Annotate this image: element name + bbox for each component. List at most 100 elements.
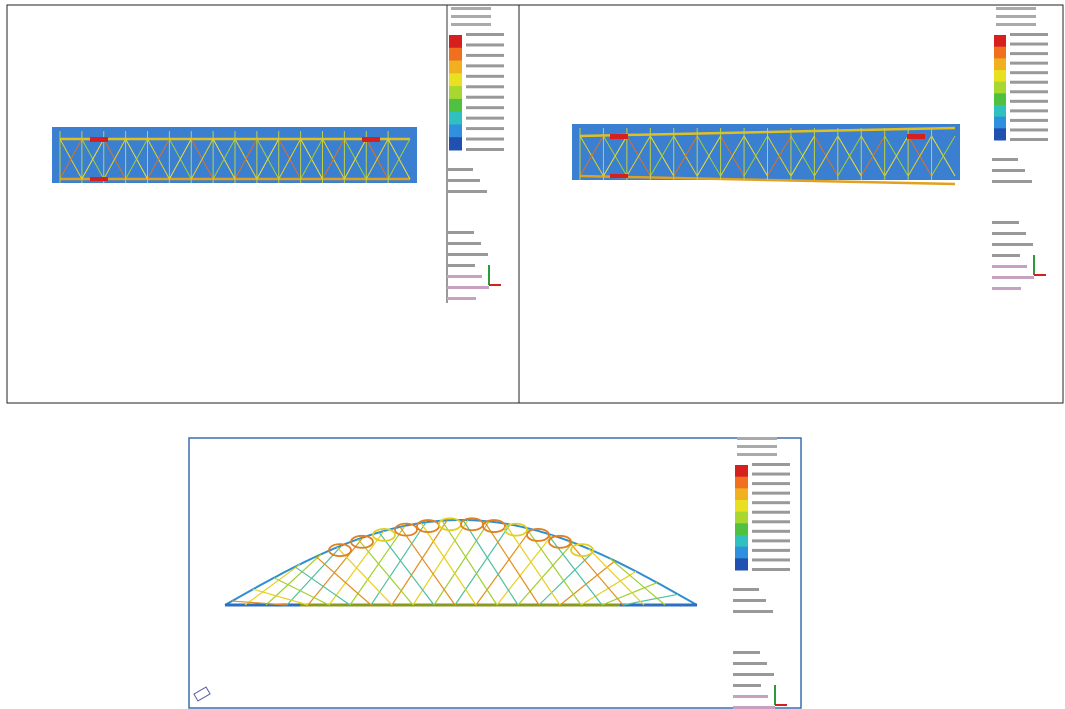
info-text-blur — [992, 243, 1033, 246]
legend-text-blur — [752, 463, 790, 466]
info-text-blur — [992, 158, 1018, 161]
screenshot — [0, 0, 1065, 709]
info-text-blur — [447, 297, 476, 300]
colorbar-step — [994, 117, 1006, 129]
legend-text-blur — [752, 520, 790, 523]
colorbar-step — [735, 465, 748, 477]
legend-header-blur — [451, 7, 491, 10]
info-text-blur — [992, 221, 1019, 224]
legend-text-blur — [752, 558, 790, 561]
legend-header-blur — [996, 23, 1036, 26]
legend-text-blur — [466, 75, 504, 78]
hot-zone — [90, 177, 108, 181]
info-text-blur — [992, 180, 1032, 183]
legend-text-blur — [466, 96, 504, 99]
hot-zone — [907, 134, 925, 139]
legend-header-blur — [451, 15, 491, 18]
legend-text-blur — [466, 127, 504, 130]
colorbar-step — [994, 58, 1006, 70]
info-text-blur — [447, 264, 475, 267]
info-text-blur — [733, 651, 760, 654]
colorbar-step — [735, 488, 748, 500]
colorbar-step — [449, 61, 462, 74]
legend-text-blur — [466, 64, 504, 67]
info-text-blur — [447, 242, 481, 245]
legend-text-blur — [466, 138, 504, 141]
legend-text-blur — [1010, 100, 1048, 103]
legend-text-blur — [466, 106, 504, 109]
info-text-blur — [447, 253, 488, 256]
colorbar-step — [449, 99, 462, 112]
legend-text-blur — [466, 43, 504, 46]
legend-text-blur — [1010, 81, 1048, 84]
colorbar-step — [994, 93, 1006, 105]
info-text-blur — [733, 695, 768, 698]
legend-text-blur — [1010, 138, 1048, 141]
colorbar-step — [994, 82, 1006, 94]
legend-text-blur — [752, 511, 790, 514]
info-text-blur — [733, 610, 773, 613]
legend-text-blur — [1010, 128, 1048, 131]
legend-header-blur — [737, 437, 777, 440]
info-text-blur — [733, 673, 774, 676]
legend-text-blur — [466, 54, 504, 57]
legend-text-blur — [1010, 43, 1048, 46]
colorbar-step — [994, 105, 1006, 117]
colorbar-step — [994, 35, 1006, 47]
colorbar-step — [735, 512, 748, 524]
info-text-blur — [447, 286, 489, 289]
legend-header-blur — [737, 453, 777, 456]
hot-zone — [362, 137, 380, 142]
legend-text-blur — [1010, 119, 1048, 122]
colorbar-step — [449, 137, 462, 150]
colorbar-step — [449, 86, 462, 99]
legend-text-blur — [752, 549, 790, 552]
hot-zone — [90, 137, 108, 142]
info-text-blur — [733, 684, 761, 687]
legend-text-blur — [752, 568, 790, 571]
colorbar-step — [994, 47, 1006, 59]
legend-text-blur — [752, 482, 790, 485]
top-frame — [7, 5, 1063, 403]
legend-text-blur — [752, 473, 790, 476]
colorbar-step — [994, 128, 1006, 140]
legend-text-blur — [1010, 52, 1048, 55]
info-text-blur — [733, 588, 759, 591]
legend-text-blur — [466, 148, 504, 151]
colorbar-step — [735, 523, 748, 535]
legend-text-blur — [1010, 90, 1048, 93]
page: (() => { const data = JSON.parse(documen… — [0, 0, 1065, 709]
colorbar-step — [735, 558, 748, 570]
colorbar-step — [449, 124, 462, 137]
legend-header-blur — [996, 7, 1036, 10]
legend-text-blur — [466, 33, 504, 36]
info-text-blur — [447, 231, 474, 234]
legend-text-blur — [1010, 109, 1048, 112]
hot-zone — [610, 174, 628, 178]
legend-text-blur — [1010, 71, 1048, 74]
legend-text-blur — [752, 530, 790, 533]
info-text-blur — [447, 275, 482, 278]
colorbar-step — [994, 70, 1006, 82]
colorbar-step — [735, 547, 748, 559]
legend-text-blur — [466, 85, 504, 88]
info-text-blur — [733, 662, 767, 665]
colorbar-step — [735, 535, 748, 547]
info-text-blur — [447, 190, 487, 193]
info-text-blur — [992, 169, 1025, 172]
colorbar-step — [735, 500, 748, 512]
legend-text-blur — [752, 492, 790, 495]
legend-text-blur — [752, 539, 790, 542]
colorbar-step — [449, 35, 462, 48]
hot-zone — [610, 134, 628, 139]
info-text-blur — [733, 599, 766, 602]
legend-header-blur — [451, 23, 491, 26]
colorbar-step — [449, 48, 462, 61]
legend-text-blur — [466, 117, 504, 120]
info-text-blur — [992, 276, 1034, 279]
legend-header-blur — [737, 445, 777, 448]
info-text-blur — [992, 287, 1021, 290]
colorbar-step — [449, 73, 462, 86]
colorbar-step — [449, 112, 462, 125]
info-text-blur — [992, 265, 1027, 268]
